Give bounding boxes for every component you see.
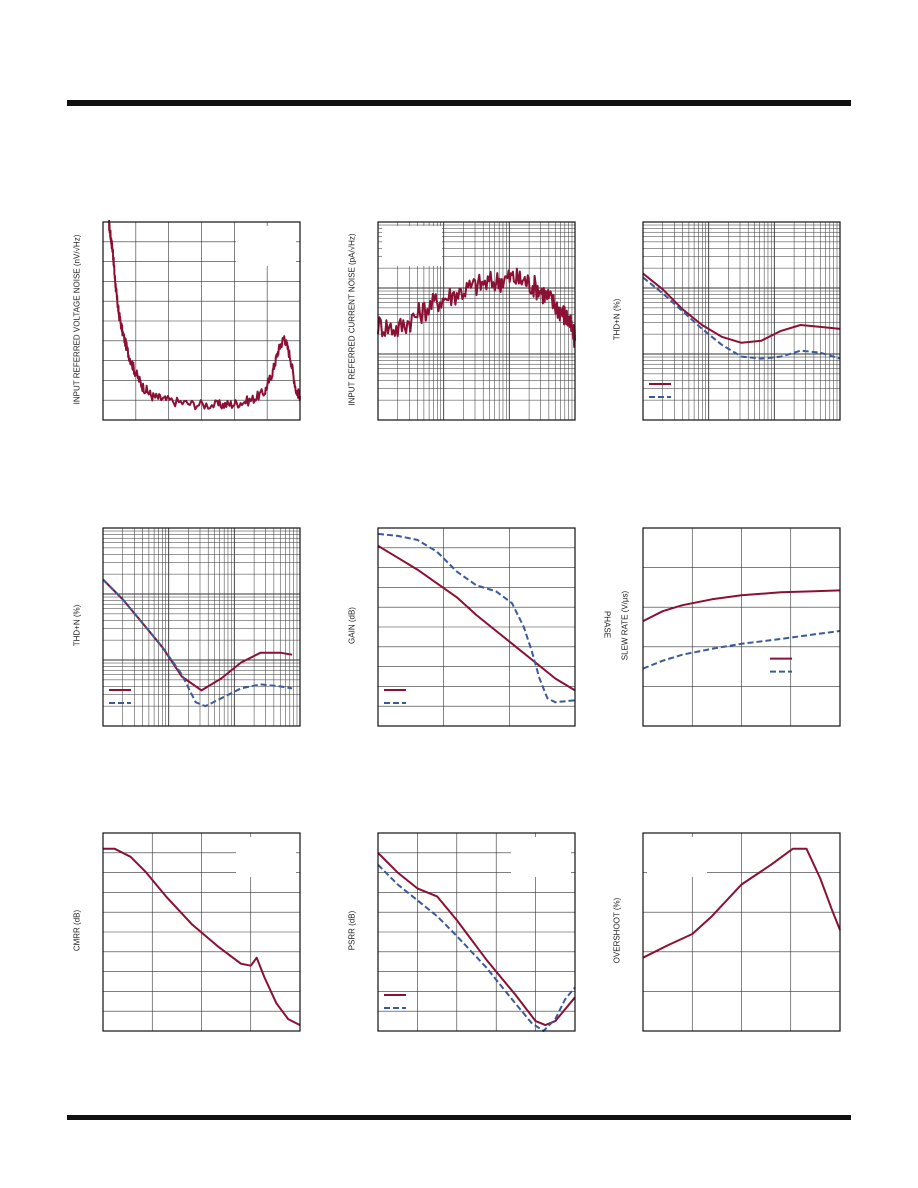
chart-panel-p7 [102,832,303,1033]
series-line-1 [103,847,301,1026]
plot-frame [377,527,576,727]
grid [642,222,840,421]
plot-frame [642,832,841,1032]
series-line-1 [377,267,576,348]
series-line-1 [102,578,293,692]
y-axis-label: OVERSHOOT (%) [612,897,622,964]
chart-svg-p5 [377,527,576,727]
y-axis-label: GAIN (dB) [347,607,357,644]
series-line-1 [642,272,841,344]
chart-panel-p2 [377,221,578,422]
series-line-2 [102,578,293,708]
plot-frame [377,221,576,421]
series-line-1 [642,847,841,959]
series-line-2 [642,276,841,360]
plot-frame [102,832,301,1032]
plot-frame [642,221,841,421]
series-line-1 [642,589,841,622]
chart-svg-p4 [102,527,301,727]
header-rule [67,100,851,106]
y-axis-label-secondary: PHASE [602,610,612,639]
series-line-1 [107,219,301,411]
plot-frame [642,527,841,727]
chart-svg-p6 [642,527,841,727]
chart-svg-p9 [642,832,841,1032]
condition-box [382,226,442,266]
chart-svg-p7 [102,832,301,1032]
chart-svg-p1 [102,219,301,421]
chart-panel-p5 [377,527,578,728]
y-axis-label: PSRR (dB) [347,910,357,951]
chart-panel-p6 [642,527,843,728]
footer-rule [67,1115,851,1120]
plot-frame [102,221,301,421]
grid [102,528,300,727]
chart-panel-p9 [642,832,843,1033]
condition-box [647,837,707,877]
chart-panel-p8 [377,832,578,1033]
y-axis-label: SLEW RATE (V/µs) [620,590,630,661]
chart-svg-p3 [642,221,841,421]
chart-panel-p4 [102,527,303,728]
y-axis-label: THD+N (%) [612,298,622,341]
series-line-2 [642,630,841,670]
y-axis-label: INPUT REFERRED VOLTAGE NOISE (nV/√Hz) [72,234,82,405]
plot-frame [102,527,301,727]
condition-box [236,226,296,266]
series-line-1 [377,544,576,692]
series-line-1 [377,852,576,1027]
y-axis-label: THD+N (%) [72,604,82,647]
series-line-2 [377,532,576,704]
chart-svg-p2 [377,221,576,421]
condition-box [511,837,571,877]
y-axis-label: CMRR (dB) [72,909,82,952]
series-line-2 [377,863,576,1032]
chart-panel-p3 [642,221,843,422]
grid [643,528,840,726]
condition-box [236,837,296,877]
plot-frame [377,832,576,1032]
chart-svg-p8 [377,832,576,1032]
chart-panel-p1 [102,219,303,422]
grid [378,528,575,726]
grid [378,833,575,1031]
y-axis-label: INPUT REFERRED CURRENT NOISE (pA/√Hz) [347,233,357,406]
